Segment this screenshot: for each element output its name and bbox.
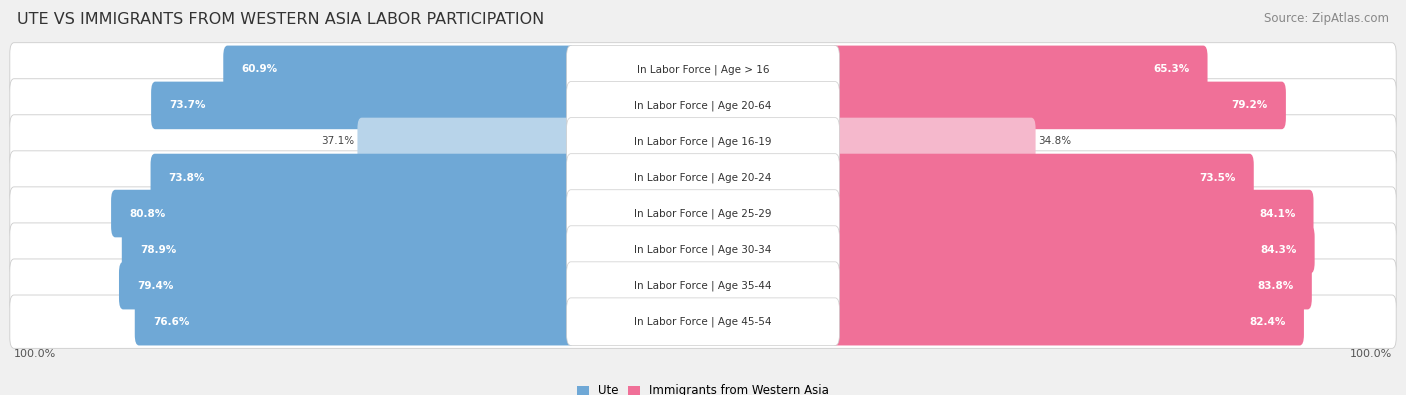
FancyBboxPatch shape <box>10 295 1396 348</box>
Text: In Labor Force | Age 35-44: In Labor Force | Age 35-44 <box>634 280 772 291</box>
FancyBboxPatch shape <box>224 45 575 93</box>
Text: Source: ZipAtlas.com: Source: ZipAtlas.com <box>1264 12 1389 25</box>
FancyBboxPatch shape <box>567 45 839 93</box>
FancyBboxPatch shape <box>10 79 1396 132</box>
Text: 79.2%: 79.2% <box>1232 100 1268 111</box>
FancyBboxPatch shape <box>567 154 839 201</box>
FancyBboxPatch shape <box>831 190 1313 237</box>
FancyBboxPatch shape <box>10 43 1396 96</box>
FancyBboxPatch shape <box>831 82 1286 129</box>
FancyBboxPatch shape <box>831 118 1036 165</box>
Text: 82.4%: 82.4% <box>1250 317 1286 327</box>
FancyBboxPatch shape <box>831 154 1254 201</box>
FancyBboxPatch shape <box>357 118 575 165</box>
Text: 79.4%: 79.4% <box>136 280 173 291</box>
FancyBboxPatch shape <box>831 226 1315 273</box>
FancyBboxPatch shape <box>831 45 1208 93</box>
FancyBboxPatch shape <box>10 115 1396 168</box>
Text: In Labor Force | Age 20-64: In Labor Force | Age 20-64 <box>634 100 772 111</box>
Text: 84.3%: 84.3% <box>1260 245 1296 255</box>
FancyBboxPatch shape <box>10 259 1396 312</box>
Text: 80.8%: 80.8% <box>129 209 166 218</box>
FancyBboxPatch shape <box>567 226 839 273</box>
FancyBboxPatch shape <box>122 226 575 273</box>
Text: In Labor Force | Age 20-24: In Labor Force | Age 20-24 <box>634 172 772 183</box>
Text: In Labor Force | Age 25-29: In Labor Force | Age 25-29 <box>634 208 772 219</box>
FancyBboxPatch shape <box>150 154 575 201</box>
FancyBboxPatch shape <box>10 151 1396 204</box>
FancyBboxPatch shape <box>831 298 1303 346</box>
Text: In Labor Force | Age > 16: In Labor Force | Age > 16 <box>637 64 769 75</box>
FancyBboxPatch shape <box>120 262 575 309</box>
Text: 37.1%: 37.1% <box>322 136 354 147</box>
Text: In Labor Force | Age 16-19: In Labor Force | Age 16-19 <box>634 136 772 147</box>
Text: 60.9%: 60.9% <box>242 64 277 74</box>
Text: 78.9%: 78.9% <box>141 245 176 255</box>
Text: 34.8%: 34.8% <box>1039 136 1071 147</box>
Text: 65.3%: 65.3% <box>1153 64 1189 74</box>
FancyBboxPatch shape <box>831 262 1312 309</box>
Text: UTE VS IMMIGRANTS FROM WESTERN ASIA LABOR PARTICIPATION: UTE VS IMMIGRANTS FROM WESTERN ASIA LABO… <box>17 12 544 27</box>
FancyBboxPatch shape <box>150 82 575 129</box>
Text: 83.8%: 83.8% <box>1257 280 1294 291</box>
Text: In Labor Force | Age 30-34: In Labor Force | Age 30-34 <box>634 245 772 255</box>
Text: 73.7%: 73.7% <box>169 100 205 111</box>
FancyBboxPatch shape <box>111 190 575 237</box>
FancyBboxPatch shape <box>567 82 839 129</box>
Legend: Ute, Immigrants from Western Asia: Ute, Immigrants from Western Asia <box>576 384 830 395</box>
FancyBboxPatch shape <box>567 190 839 237</box>
Text: 76.6%: 76.6% <box>153 317 190 327</box>
FancyBboxPatch shape <box>567 298 839 346</box>
Text: In Labor Force | Age 45-54: In Labor Force | Age 45-54 <box>634 316 772 327</box>
Text: 73.5%: 73.5% <box>1199 173 1236 182</box>
FancyBboxPatch shape <box>10 223 1396 276</box>
FancyBboxPatch shape <box>10 187 1396 240</box>
Text: 100.0%: 100.0% <box>1350 349 1392 359</box>
FancyBboxPatch shape <box>567 118 839 165</box>
Text: 84.1%: 84.1% <box>1258 209 1295 218</box>
Text: 100.0%: 100.0% <box>14 349 56 359</box>
Text: 73.8%: 73.8% <box>169 173 205 182</box>
FancyBboxPatch shape <box>567 262 839 309</box>
FancyBboxPatch shape <box>135 298 575 346</box>
